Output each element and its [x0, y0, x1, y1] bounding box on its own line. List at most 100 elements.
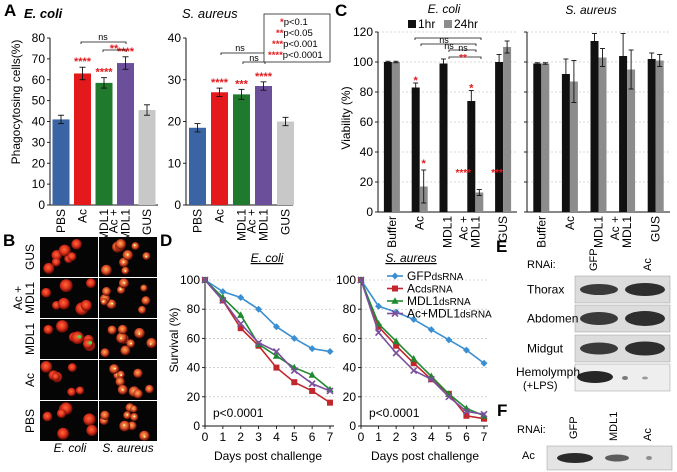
- data-point: [308, 371, 316, 378]
- x-tick-label: Buffer: [534, 216, 548, 248]
- legend-entry: ****p<0.0001: [268, 50, 323, 61]
- hemocyte-cell: [51, 372, 60, 381]
- data-point: [291, 379, 298, 386]
- panel-letter-f: F: [497, 401, 507, 420]
- legend-swatch-1hr: [408, 20, 416, 28]
- legend-stars: *: [280, 17, 284, 28]
- hemocyte-cell: [75, 386, 85, 395]
- y-tick-label: 100: [336, 273, 356, 287]
- legend-label-suffix: dsRNA: [421, 285, 453, 296]
- legend-marker: [391, 272, 399, 280]
- panel-a: A Phagocytosing cells(%) E. coli S. aure…: [4, 1, 331, 241]
- blot-row-label: Thorax: [527, 283, 564, 297]
- x-tick-label: 5: [291, 430, 298, 444]
- bacteria-dot: [130, 342, 133, 345]
- panel-a-saureus-axis: 0 10 20 30 40: [168, 31, 293, 212]
- bracket-label: ns: [249, 53, 259, 63]
- hemocyte-cell: [100, 410, 110, 421]
- bar: [495, 62, 504, 212]
- data-point: [462, 407, 470, 415]
- panel-c-legend: 1hr 24hr: [408, 17, 478, 31]
- bacteria-dot: [123, 424, 125, 427]
- data-point: [219, 288, 227, 296]
- data-point: [481, 415, 487, 422]
- data-point: [392, 337, 400, 345]
- blot-band: [580, 312, 618, 325]
- hemocyte-cell: [102, 286, 111, 296]
- hemocyte-cell: [86, 278, 96, 289]
- data-point: [326, 348, 334, 356]
- hemocyte-cell: [67, 363, 77, 372]
- legend-label: GFPdsRNA: [407, 269, 464, 283]
- bacteria-dot: [143, 435, 146, 438]
- bacteria-dot: [111, 302, 114, 305]
- panel-a-title-ecoli: E. coli: [24, 6, 63, 21]
- hemocyte-cell: [120, 345, 131, 356]
- panel-d-ylabel: Survival (%): [167, 308, 181, 373]
- bracket-label: **: [459, 53, 467, 64]
- x-tick-label: PBS: [54, 209, 68, 233]
- bar: [138, 110, 156, 205]
- x-tick-label: Ac: [563, 216, 577, 230]
- bacteria-dot: [119, 288, 122, 291]
- y-tick-label: 40: [32, 115, 46, 129]
- panel-f-lane-mdl1: MDL1: [608, 412, 620, 441]
- data-point: [327, 399, 333, 406]
- bar: [569, 81, 578, 212]
- panel-f-row-ac: Ac: [522, 450, 535, 462]
- bar: [233, 94, 250, 205]
- x-tick-label: 3: [410, 430, 417, 444]
- bar: [189, 127, 206, 205]
- bar: [277, 121, 294, 205]
- legend-entry: *p<0.1: [280, 17, 308, 28]
- hemocyte-cell: [67, 387, 76, 397]
- y-tick-label: 60: [187, 331, 201, 345]
- hemocyte-cell: [67, 252, 77, 262]
- data-point: [375, 302, 383, 310]
- data-point: [255, 305, 263, 313]
- blot-row-label: (+LPS): [523, 380, 558, 392]
- legend-label-suffix: dsRNA: [439, 297, 471, 308]
- hemocyte-cell: [140, 284, 148, 292]
- bar: [74, 73, 91, 205]
- bar: [598, 57, 607, 212]
- blot-row-label: Abdomen: [527, 312, 578, 326]
- legend-label-suffix: dsRNA: [460, 310, 492, 321]
- hemocyte-cell: [51, 257, 61, 267]
- micrograph-row-label: MDL1: [23, 282, 37, 314]
- y-tick-label: 80: [360, 85, 374, 99]
- bar: [627, 69, 636, 212]
- panel-d-title-ecoli: E. coli: [251, 251, 284, 265]
- panel-d-xlabel-ecoli: Days post challenge: [214, 449, 322, 463]
- blot-band: [625, 341, 665, 356]
- y-tick-label: 0: [366, 205, 373, 219]
- x-tick-label: Ac: [76, 209, 90, 223]
- bacteria-dot: [120, 374, 123, 377]
- data-point: [427, 375, 435, 383]
- x-tick-label: MDL1: [441, 216, 455, 248]
- x-tick-label: 4: [428, 430, 435, 444]
- hemocyte-cell: [119, 420, 131, 432]
- legend-marker: [391, 309, 399, 318]
- panel-e-lane-gfp: GFP: [588, 248, 600, 271]
- x-tick-label: 3: [255, 430, 262, 444]
- significance-stars: *: [469, 83, 474, 95]
- hemocyte-cell: [130, 405, 138, 413]
- blot-band: [625, 311, 665, 326]
- bacteria-dot: [138, 332, 141, 335]
- x-tick-label: Ac +: [245, 209, 259, 233]
- blot-band: [557, 453, 593, 463]
- y-tick-label: 0: [349, 419, 356, 433]
- bracket-label: ns: [444, 41, 454, 51]
- y-tick-label: 60: [343, 331, 357, 345]
- data-point: [410, 366, 418, 375]
- x-tick-label: MDL1: [620, 216, 634, 248]
- bracket: [448, 49, 477, 52]
- legend-swatch-24hr: [444, 20, 452, 28]
- blot-band: [622, 376, 628, 380]
- panel-f-lane-gfp: GFP: [568, 416, 580, 439]
- hemocyte-cell: [107, 325, 117, 335]
- hemocyte-cell: [117, 324, 128, 335]
- data-point: [326, 387, 334, 395]
- hemocyte-cell: [145, 384, 154, 394]
